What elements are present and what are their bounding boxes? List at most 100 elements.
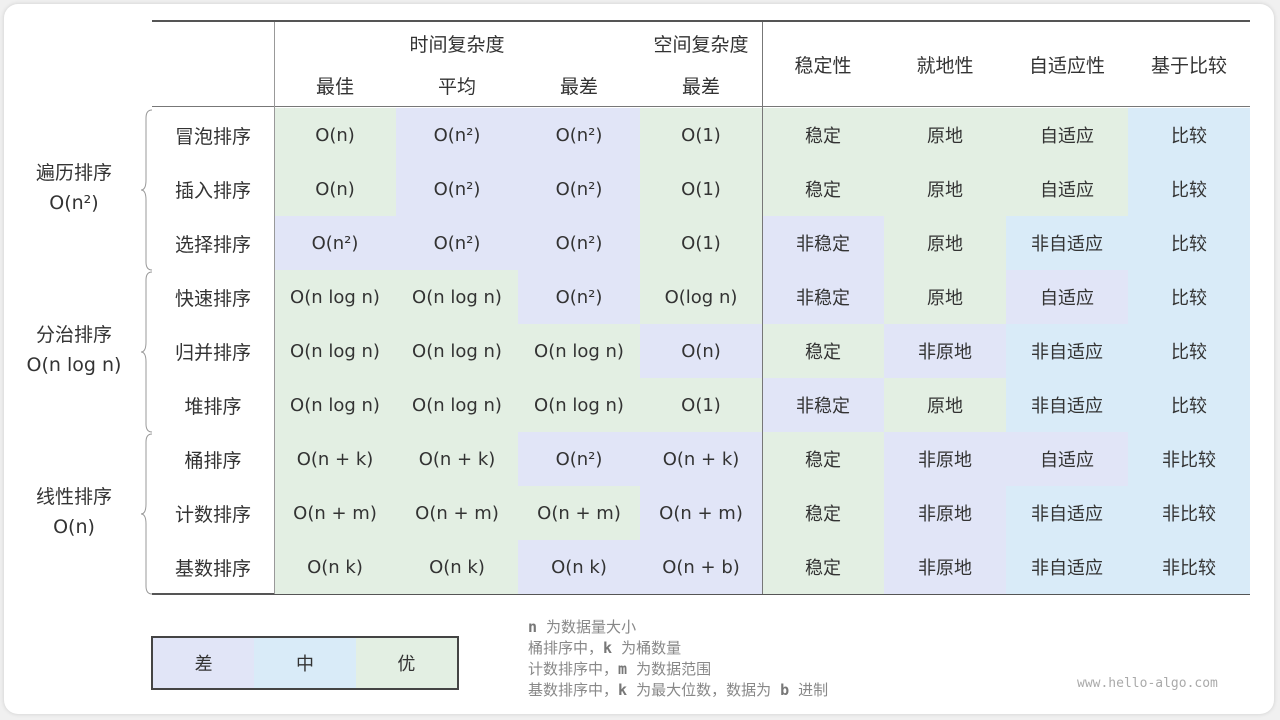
table-cell: O(n k): [396, 540, 518, 594]
brace: [140, 109, 153, 271]
table-cell: 非原地: [884, 540, 1006, 594]
table-cell: O(log n): [640, 270, 762, 324]
table-cell: 非比较: [1128, 540, 1250, 594]
table-cell: 原地: [884, 378, 1006, 432]
table-cell: 非稳定: [762, 378, 884, 432]
legend-best: 优: [355, 638, 457, 688]
table-cell: O(n + m): [274, 486, 396, 540]
group-complexity: O(n²): [49, 192, 99, 214]
legend-mid: 中: [254, 638, 356, 688]
table-cell: O(n log n): [518, 324, 640, 378]
header-average: 平均: [437, 75, 476, 98]
group-complexity: O(n log n): [26, 354, 122, 376]
table-cell: 非原地: [884, 324, 1006, 378]
table-cell: 原地: [884, 162, 1006, 216]
table-cell: 非自适应: [1006, 216, 1128, 270]
table-cell: O(n log n): [396, 324, 518, 378]
table-cell: O(1): [640, 378, 762, 432]
table-cell: O(n log n): [396, 270, 518, 324]
table-cell: 非原地: [884, 486, 1006, 540]
table-cell: 比较: [1128, 162, 1250, 216]
header-in-place: 就地性: [916, 54, 974, 77]
brace: [140, 271, 153, 433]
table-cell: 自适应: [1006, 162, 1128, 216]
table-cell: 自适应: [1006, 108, 1128, 162]
group-name: 遍历排序: [35, 162, 112, 184]
table-cell: O(n): [640, 324, 762, 378]
table-cell: 稳定: [762, 108, 884, 162]
table-cell: 比较: [1128, 378, 1250, 432]
table-cell: 比较: [1128, 324, 1250, 378]
note: 计数排序中，m 为数据范围: [528, 660, 712, 678]
table-cell: O(n log n): [396, 378, 518, 432]
top-rule: [152, 20, 1250, 22]
table-cell: O(n²): [518, 432, 640, 486]
table-cell: O(n²): [396, 216, 518, 270]
table-cell: O(n): [274, 162, 396, 216]
group-label: 分治排序 O(n log n): [10, 320, 138, 380]
header-rule: [152, 106, 1250, 107]
table-cell: O(1): [640, 108, 762, 162]
table-cell: O(n²): [518, 270, 640, 324]
header-worst: 最差: [559, 75, 598, 98]
table-cell: O(n + m): [396, 486, 518, 540]
row-name: 选择排序: [174, 233, 251, 256]
header-space-complexity: 空间复杂度: [653, 33, 749, 56]
legend: 差 中 优: [151, 636, 459, 690]
note: n 为数据量大小: [528, 618, 637, 636]
table-cell: 非自适应: [1006, 486, 1128, 540]
header-best: 最佳: [315, 75, 354, 98]
row-name: 堆排序: [184, 395, 242, 418]
row-name: 归并排序: [174, 341, 251, 364]
table-cell: O(n²): [518, 162, 640, 216]
watermark: www.hello-algo.com: [1077, 676, 1218, 691]
table-cell: O(n + k): [396, 432, 518, 486]
table-cell: O(n²): [396, 108, 518, 162]
header-stability: 稳定性: [794, 54, 852, 77]
notes: n 为数据量大小 桶排序中，k 为桶数量 计数排序中，m 为数据范围 基数排序中…: [528, 617, 828, 701]
row-name: 快速排序: [174, 287, 251, 310]
table-cell: O(n + m): [518, 486, 640, 540]
table-cell: 非原地: [884, 432, 1006, 486]
table-cell: 比较: [1128, 108, 1250, 162]
header-adaptive: 自适应性: [1028, 54, 1105, 77]
table-cell: O(1): [640, 162, 762, 216]
table-cell: O(n + k): [640, 432, 762, 486]
table-cell: 稳定: [762, 486, 884, 540]
table-cell: 稳定: [762, 324, 884, 378]
group-label: 线性排序 O(n): [10, 482, 138, 542]
row-name: 计数排序: [174, 503, 251, 526]
note: 桶排序中，k 为桶数量: [528, 639, 682, 657]
table-cell: 自适应: [1006, 432, 1128, 486]
table-cell: O(n²): [518, 108, 640, 162]
table-cell: O(n²): [518, 216, 640, 270]
table-cell: O(n log n): [518, 378, 640, 432]
legend-worst: 差: [153, 638, 255, 688]
table-cell: 非自适应: [1006, 378, 1128, 432]
table-cell: O(n + b): [640, 540, 762, 594]
row-name: 插入排序: [174, 179, 251, 202]
table-cell: O(n k): [274, 540, 396, 594]
table-cell: O(n): [274, 108, 396, 162]
group-complexity: O(n): [53, 516, 95, 538]
header-space-worst: 最差: [681, 75, 720, 98]
group-braces: [140, 109, 153, 595]
brace: [140, 433, 153, 595]
table-cell: O(n k): [518, 540, 640, 594]
bottom-rule: [152, 593, 1250, 595]
group-label: 遍历排序 O(n²): [10, 158, 138, 218]
table-cell: 非稳定: [762, 270, 884, 324]
table-cell: O(n log n): [274, 378, 396, 432]
table-cell: 非稳定: [762, 216, 884, 270]
table-cell: O(n log n): [274, 270, 396, 324]
table-cell: 非自适应: [1006, 540, 1128, 594]
table-cell: 原地: [884, 108, 1006, 162]
row-name: 冒泡排序: [174, 125, 251, 148]
table-cell: 自适应: [1006, 270, 1128, 324]
table-cell: 原地: [884, 216, 1006, 270]
table-cell: 非比较: [1128, 486, 1250, 540]
divider-name-column: [274, 22, 275, 594]
table-cell: 稳定: [762, 432, 884, 486]
group-name: 线性排序: [35, 486, 112, 508]
table-cell: O(n + m): [640, 486, 762, 540]
